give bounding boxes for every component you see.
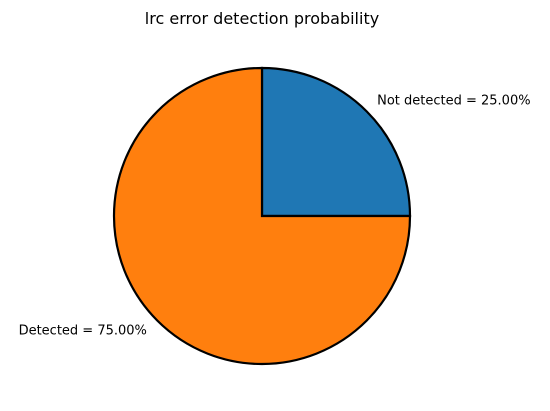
pie-slice-label-0: Not detected = 25.00%: [377, 93, 530, 108]
pie-slices: [112, 66, 412, 366]
chart-title: lrc error detection probability: [145, 9, 379, 28]
pie-labels: Not detected = 25.00% Detected = 75.00%: [19, 93, 531, 338]
pie-slice-label-1: Detected = 75.00%: [19, 324, 147, 339]
pie-slice-1: [112, 66, 412, 366]
pie-slice-0: [260, 66, 412, 218]
